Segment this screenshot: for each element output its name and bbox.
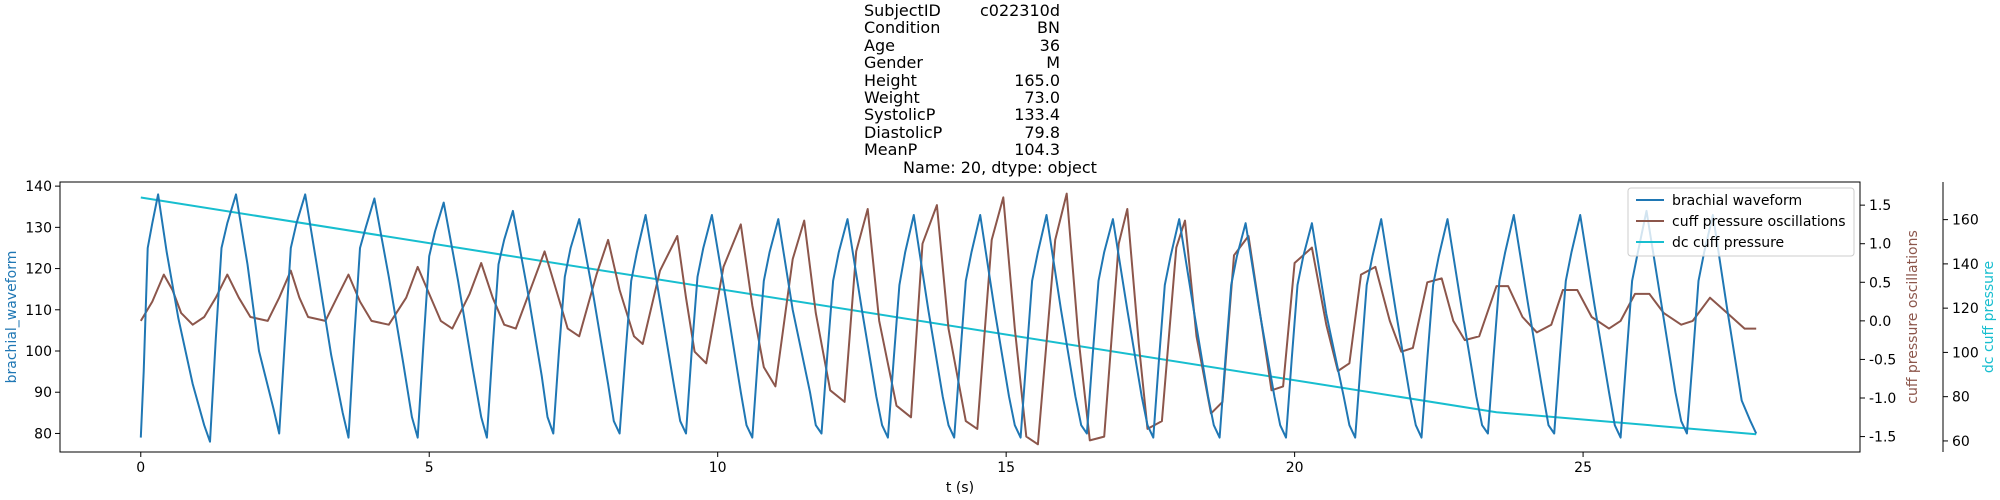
- series-line-brachial-waveform: [139, 193, 1758, 443]
- legend: brachial waveform cuff pressure oscillat…: [1627, 187, 1855, 257]
- y-left-tick-label: 130: [25, 220, 52, 236]
- title-value-systolicp: 133.4: [1014, 105, 1060, 125]
- y-dc-tick-label: 60: [1952, 434, 1970, 450]
- y-cuff-tick-label: 1.5: [1869, 198, 1891, 214]
- series-line-cuff-pressure-oscillations: [139, 192, 1757, 446]
- y-dc-tick-label: 80: [1952, 390, 1970, 406]
- title-key-age: Age: [864, 35, 895, 55]
- figure-title: SubjectID c022310d Condition BN Age 36 Gender M…: [0, 0, 2000, 178]
- title-value-age: 36: [1039, 35, 1060, 55]
- title-value-subjectid: c022310d: [979, 1, 1060, 20]
- x-tick-label: 20: [1286, 460, 1304, 476]
- x-tick-label: 5: [425, 460, 434, 476]
- x-tick-label: 10: [709, 460, 727, 476]
- y-axis-label-left: brachial_waveform: [4, 251, 20, 384]
- title-key-systolicp: SystolicP: [864, 105, 936, 125]
- legend-box: [1627, 187, 1855, 257]
- y-dc-tick-label: 140: [1952, 257, 1979, 273]
- title-value-meanp: 104.3: [1014, 140, 1060, 160]
- x-axis-label: t (s): [946, 480, 974, 496]
- y-cuff-tick-label: -1.5: [1869, 430, 1896, 446]
- title-value-height: 165.0: [1014, 70, 1060, 90]
- series-line-dc-cuff-pressure: [140, 196, 1757, 436]
- legend-label-dc: dc cuff pressure: [1672, 235, 1784, 251]
- y-axis-label-dc: dc cuff pressure: [1981, 261, 1997, 373]
- series-layer: [139, 192, 1758, 446]
- title-value-condition: BN: [1037, 18, 1060, 38]
- y-dc-tick-label: 160: [1952, 213, 1979, 229]
- y-dc-tick-label: 100: [1952, 345, 1979, 361]
- plot-frame: [59, 181, 1861, 453]
- y-cuff-tick-label: -0.5: [1869, 352, 1896, 368]
- legend-label-cuff: cuff pressure oscillations: [1672, 214, 1846, 230]
- title-footer: Name: 20, dtype: object: [903, 157, 1097, 177]
- title-key-diastolicp: DiastolicP: [864, 122, 943, 142]
- title-value-diastolicp: 79.8: [1024, 122, 1060, 142]
- y-left-tick-label: 100: [25, 344, 52, 360]
- x-tick-label: 25: [1574, 460, 1592, 476]
- title-value-gender: M: [1046, 53, 1060, 73]
- legend-label-brachial: brachial waveform: [1672, 193, 1802, 209]
- x-tick-label: 0: [136, 460, 145, 476]
- title-key-height: Height: [864, 70, 917, 90]
- title-value-weight: 73.0: [1024, 88, 1060, 107]
- y-dc-tick-label: 120: [1952, 301, 1979, 317]
- y-cuff-tick-label: 1.0: [1869, 237, 1891, 253]
- title-key-condition: Condition: [864, 18, 941, 38]
- y-cuff-tick-label: -1.0: [1869, 391, 1896, 407]
- y-cuff-tick-label: 0.5: [1869, 275, 1891, 291]
- y-cuff-tick-label: 0.0: [1869, 314, 1891, 330]
- title-key-subjectid: SubjectID: [864, 1, 941, 20]
- y-left-tick-label: 90: [34, 385, 52, 401]
- y-axis-label-cuff: cuff pressure oscillations: [1905, 230, 1921, 404]
- x-tick-label: 15: [997, 460, 1015, 476]
- y-left-tick-label: 140: [25, 179, 52, 195]
- y-left-tick-label: 120: [25, 262, 52, 278]
- title-key-weight: Weight: [864, 88, 920, 107]
- axis-layer: 0 5 10 15 20 25 80 90 100 110 120 130 140 -1.5 -1.0 -0.…: [25, 179, 1978, 476]
- y-left-tick-label: 80: [34, 426, 52, 442]
- title-key-gender: Gender: [864, 53, 923, 73]
- title-key-meanp: MeanP: [864, 140, 918, 160]
- y-left-tick-label: 110: [25, 303, 52, 319]
